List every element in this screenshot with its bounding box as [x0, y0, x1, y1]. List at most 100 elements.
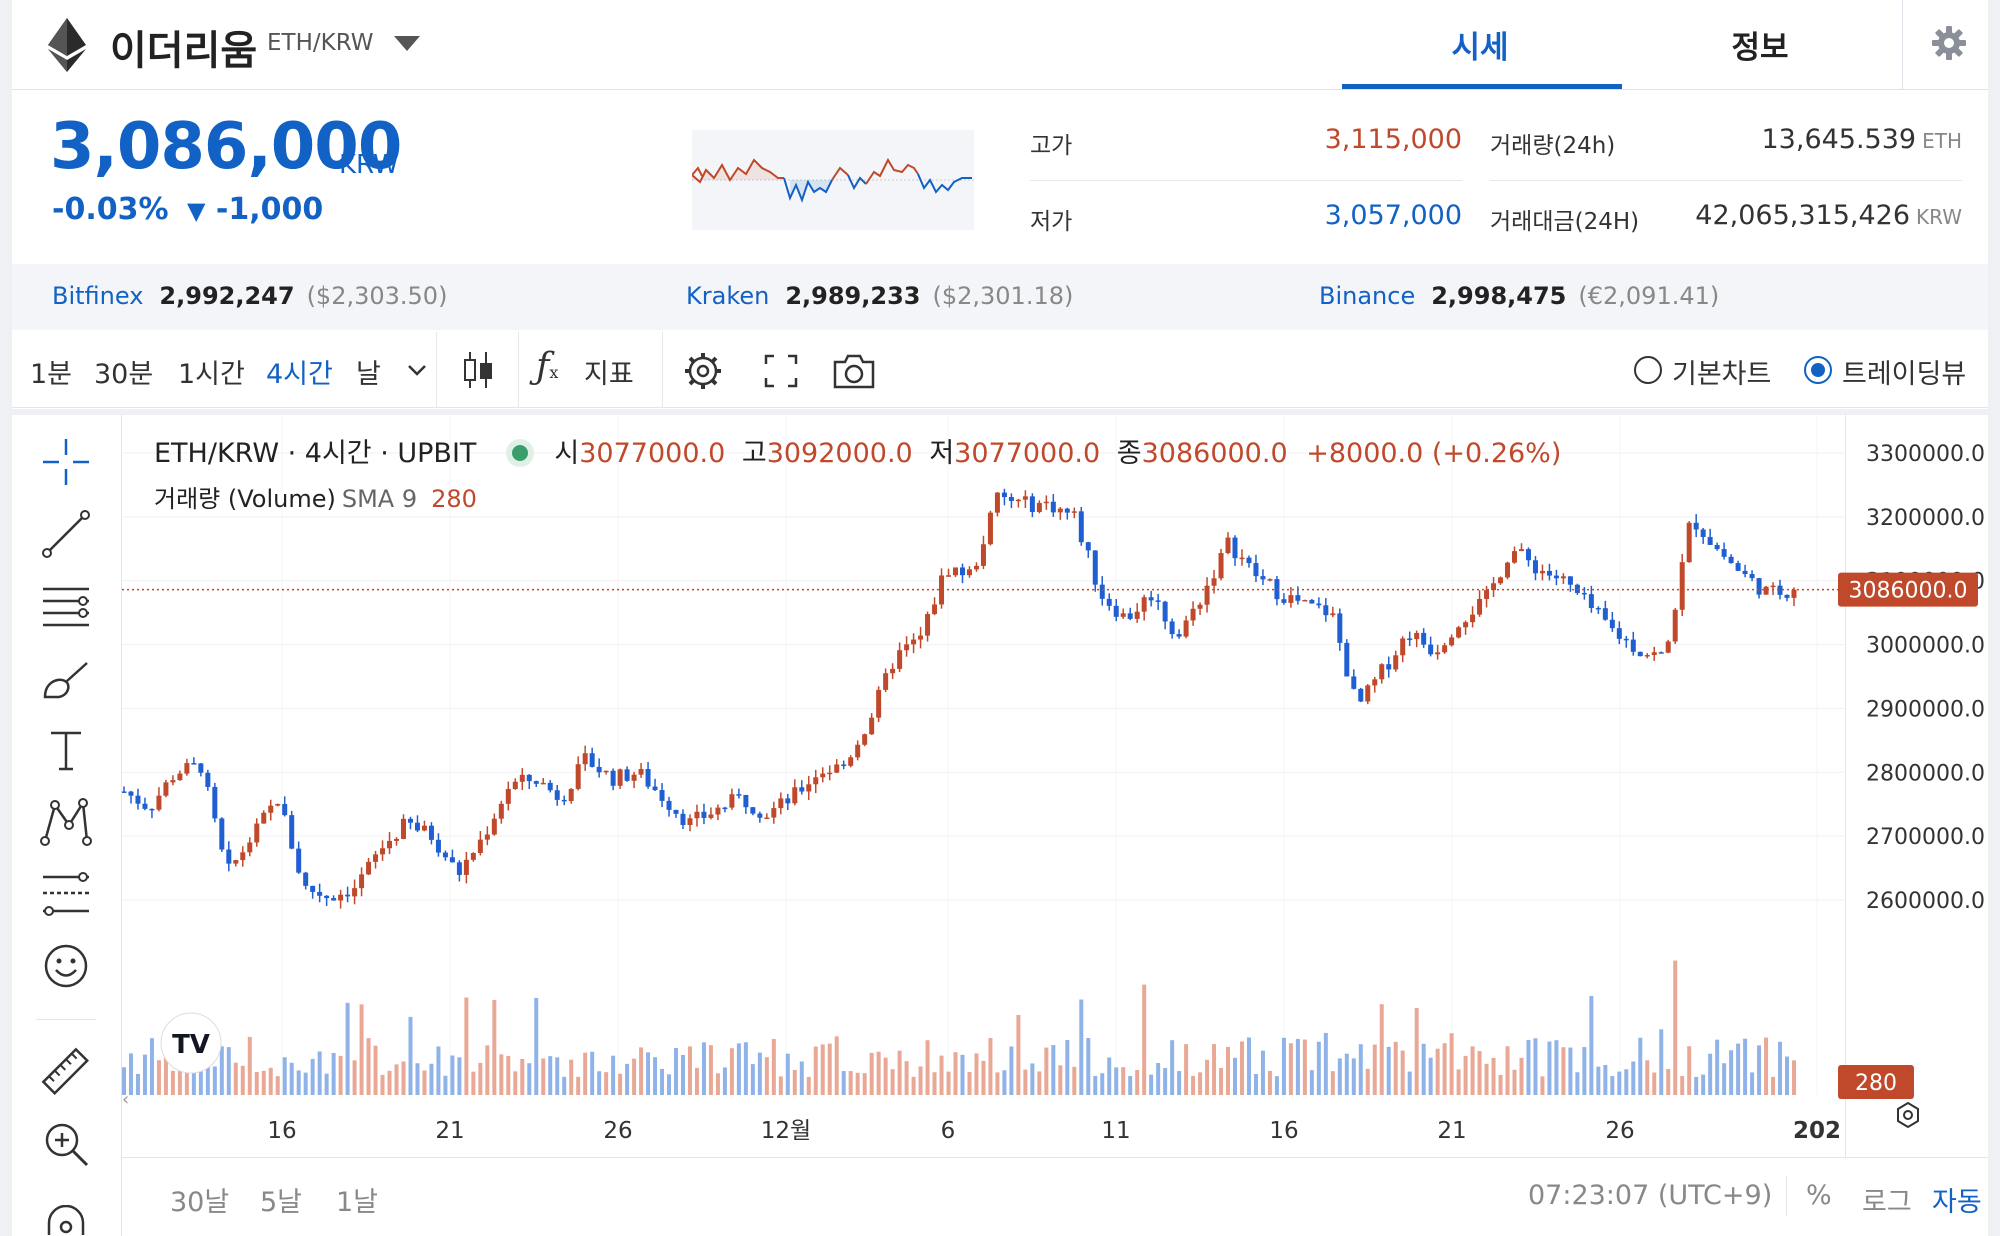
chevron-down-icon[interactable]: [394, 36, 420, 51]
volume-bar: [820, 1044, 825, 1095]
candle-body: [1400, 638, 1406, 656]
interval-30m[interactable]: 30분: [94, 359, 154, 390]
volume-bar: [401, 1061, 406, 1095]
candle-body: [638, 769, 644, 775]
indicator-button[interactable]: 지표: [584, 359, 634, 390]
candle-body: [421, 825, 427, 831]
volume-bar: [1764, 1037, 1769, 1095]
volume-bar: [1135, 1069, 1140, 1095]
magnet-icon[interactable]: [39, 1205, 93, 1235]
candle-body: [603, 770, 609, 773]
chart-bottom-bar: 30날 5날 1날 07:23:07 (UTC+9) % 로그 자동: [122, 1157, 1988, 1236]
range-30d[interactable]: 30날: [170, 1187, 230, 1218]
candle-body: [834, 764, 840, 773]
chevron-down-icon[interactable]: [406, 362, 428, 378]
current-price: 3,086,000: [50, 110, 402, 184]
percent-toggle[interactable]: %: [1806, 1180, 1832, 1211]
volume-bar: [1722, 1063, 1727, 1095]
svg-text:280: 280: [1855, 1071, 1897, 1096]
candle-body: [1742, 570, 1748, 575]
volume-bar: [757, 1052, 762, 1095]
volume-bar: [1274, 1076, 1279, 1095]
volume-bar: [750, 1064, 755, 1095]
tab-market[interactable]: 시세: [1451, 30, 1509, 66]
exchange-bitfinex[interactable]: Bitfinex 2,992,247 ($2,303.50): [52, 282, 448, 310]
volume-bar: [1337, 1058, 1342, 1095]
log-toggle[interactable]: 로그: [1862, 1187, 1912, 1218]
volume-bar: [1512, 1069, 1517, 1095]
volume-bar: [625, 1063, 630, 1095]
svg-text:TV: TV: [172, 1030, 210, 1060]
range-1d[interactable]: 1날: [336, 1187, 379, 1218]
camera-icon[interactable]: [832, 352, 876, 390]
candlestick-type-icon[interactable]: [460, 350, 496, 390]
volume-bar: [1016, 1015, 1021, 1095]
volume-bar: [1086, 1038, 1091, 1095]
ruler-icon[interactable]: [39, 1045, 93, 1099]
volume-bar: [639, 1047, 644, 1095]
crosshair-icon[interactable]: [39, 435, 93, 489]
tradingview-label[interactable]: 트레이딩뷰: [1842, 359, 1967, 390]
candle-body: [1141, 597, 1147, 612]
price-unit: KRW: [339, 150, 399, 180]
tradingview-chart[interactable]: 3300000.03200000.03100000.03000000.02900…: [122, 415, 1988, 1236]
tab-info[interactable]: 정보: [1731, 30, 1789, 66]
radio-tradingview[interactable]: [1804, 356, 1832, 384]
fx-icon[interactable]: ƒx: [536, 346, 559, 387]
zoom-in-icon[interactable]: [39, 1117, 93, 1171]
change-amount: -1,000: [215, 192, 324, 227]
candle-body: [764, 817, 770, 820]
volume-bar: [960, 1054, 965, 1095]
emoji-icon[interactable]: [39, 939, 93, 993]
candle-body: [659, 790, 665, 801]
candle-body: [1665, 641, 1671, 653]
candle-body: [994, 492, 1000, 513]
interval-1h[interactable]: 1시간: [178, 359, 245, 390]
fullscreen-icon[interactable]: [764, 354, 798, 388]
timezone-clock[interactable]: 07:23:07 (UTC+9): [1528, 1180, 1773, 1211]
time-tick-label: 16: [1269, 1118, 1298, 1144]
trend-line-icon[interactable]: [39, 507, 93, 561]
gear-icon[interactable]: [1930, 24, 1968, 62]
volume-bar: [1358, 1044, 1363, 1095]
text-tool-icon[interactable]: [39, 723, 93, 777]
volume-bar: [771, 1039, 776, 1095]
horizontal-lines-icon[interactable]: [39, 579, 93, 633]
volume-bar: [995, 1072, 1000, 1095]
candle-body: [1176, 634, 1182, 637]
volume-bar: [1750, 1072, 1755, 1095]
candle-body: [980, 544, 986, 566]
candle-body: [708, 814, 714, 818]
time-tick-label: 202: [1793, 1118, 1841, 1144]
candle-body: [1106, 598, 1112, 606]
fib-retracement-icon[interactable]: [39, 867, 93, 921]
candle-body: [317, 891, 323, 896]
range-5d[interactable]: 5날: [260, 1187, 303, 1218]
pattern-tool-icon[interactable]: [39, 795, 93, 849]
candle-body: [1525, 549, 1531, 561]
interval-1m[interactable]: 1분: [30, 359, 73, 390]
candle-body: [1484, 590, 1490, 599]
radio-basic-chart[interactable]: [1634, 356, 1662, 384]
basic-chart-label[interactable]: 기본차트: [1672, 359, 1772, 390]
auto-toggle[interactable]: 자동: [1932, 1187, 1982, 1218]
candle-body: [1763, 586, 1769, 595]
candlestick-chart[interactable]: 3300000.03200000.03100000.03000000.02900…: [122, 415, 1988, 1157]
volume-bar: [506, 1055, 511, 1095]
divider: [1490, 180, 1962, 181]
exchange-kraken[interactable]: Kraken 2,989,233 ($2,301.18): [686, 282, 1074, 310]
volume-bar: [1058, 1065, 1063, 1095]
volume-bar: [1253, 1074, 1258, 1095]
divider: [12, 409, 1988, 415]
volume-bar: [1414, 1008, 1419, 1095]
volume-bar: [122, 1067, 126, 1095]
volume-bar: [1428, 1057, 1433, 1095]
candle-body: [149, 808, 155, 811]
settings-gear-icon[interactable]: [682, 350, 724, 392]
volume-bar: [939, 1055, 944, 1095]
interval-4h[interactable]: 4시간: [266, 359, 333, 390]
candle-body: [1463, 622, 1469, 628]
exchange-binance[interactable]: Binance 2,998,475 (€2,091.41): [1319, 282, 1720, 310]
brush-icon[interactable]: [39, 651, 93, 705]
interval-day[interactable]: 날: [356, 359, 381, 390]
